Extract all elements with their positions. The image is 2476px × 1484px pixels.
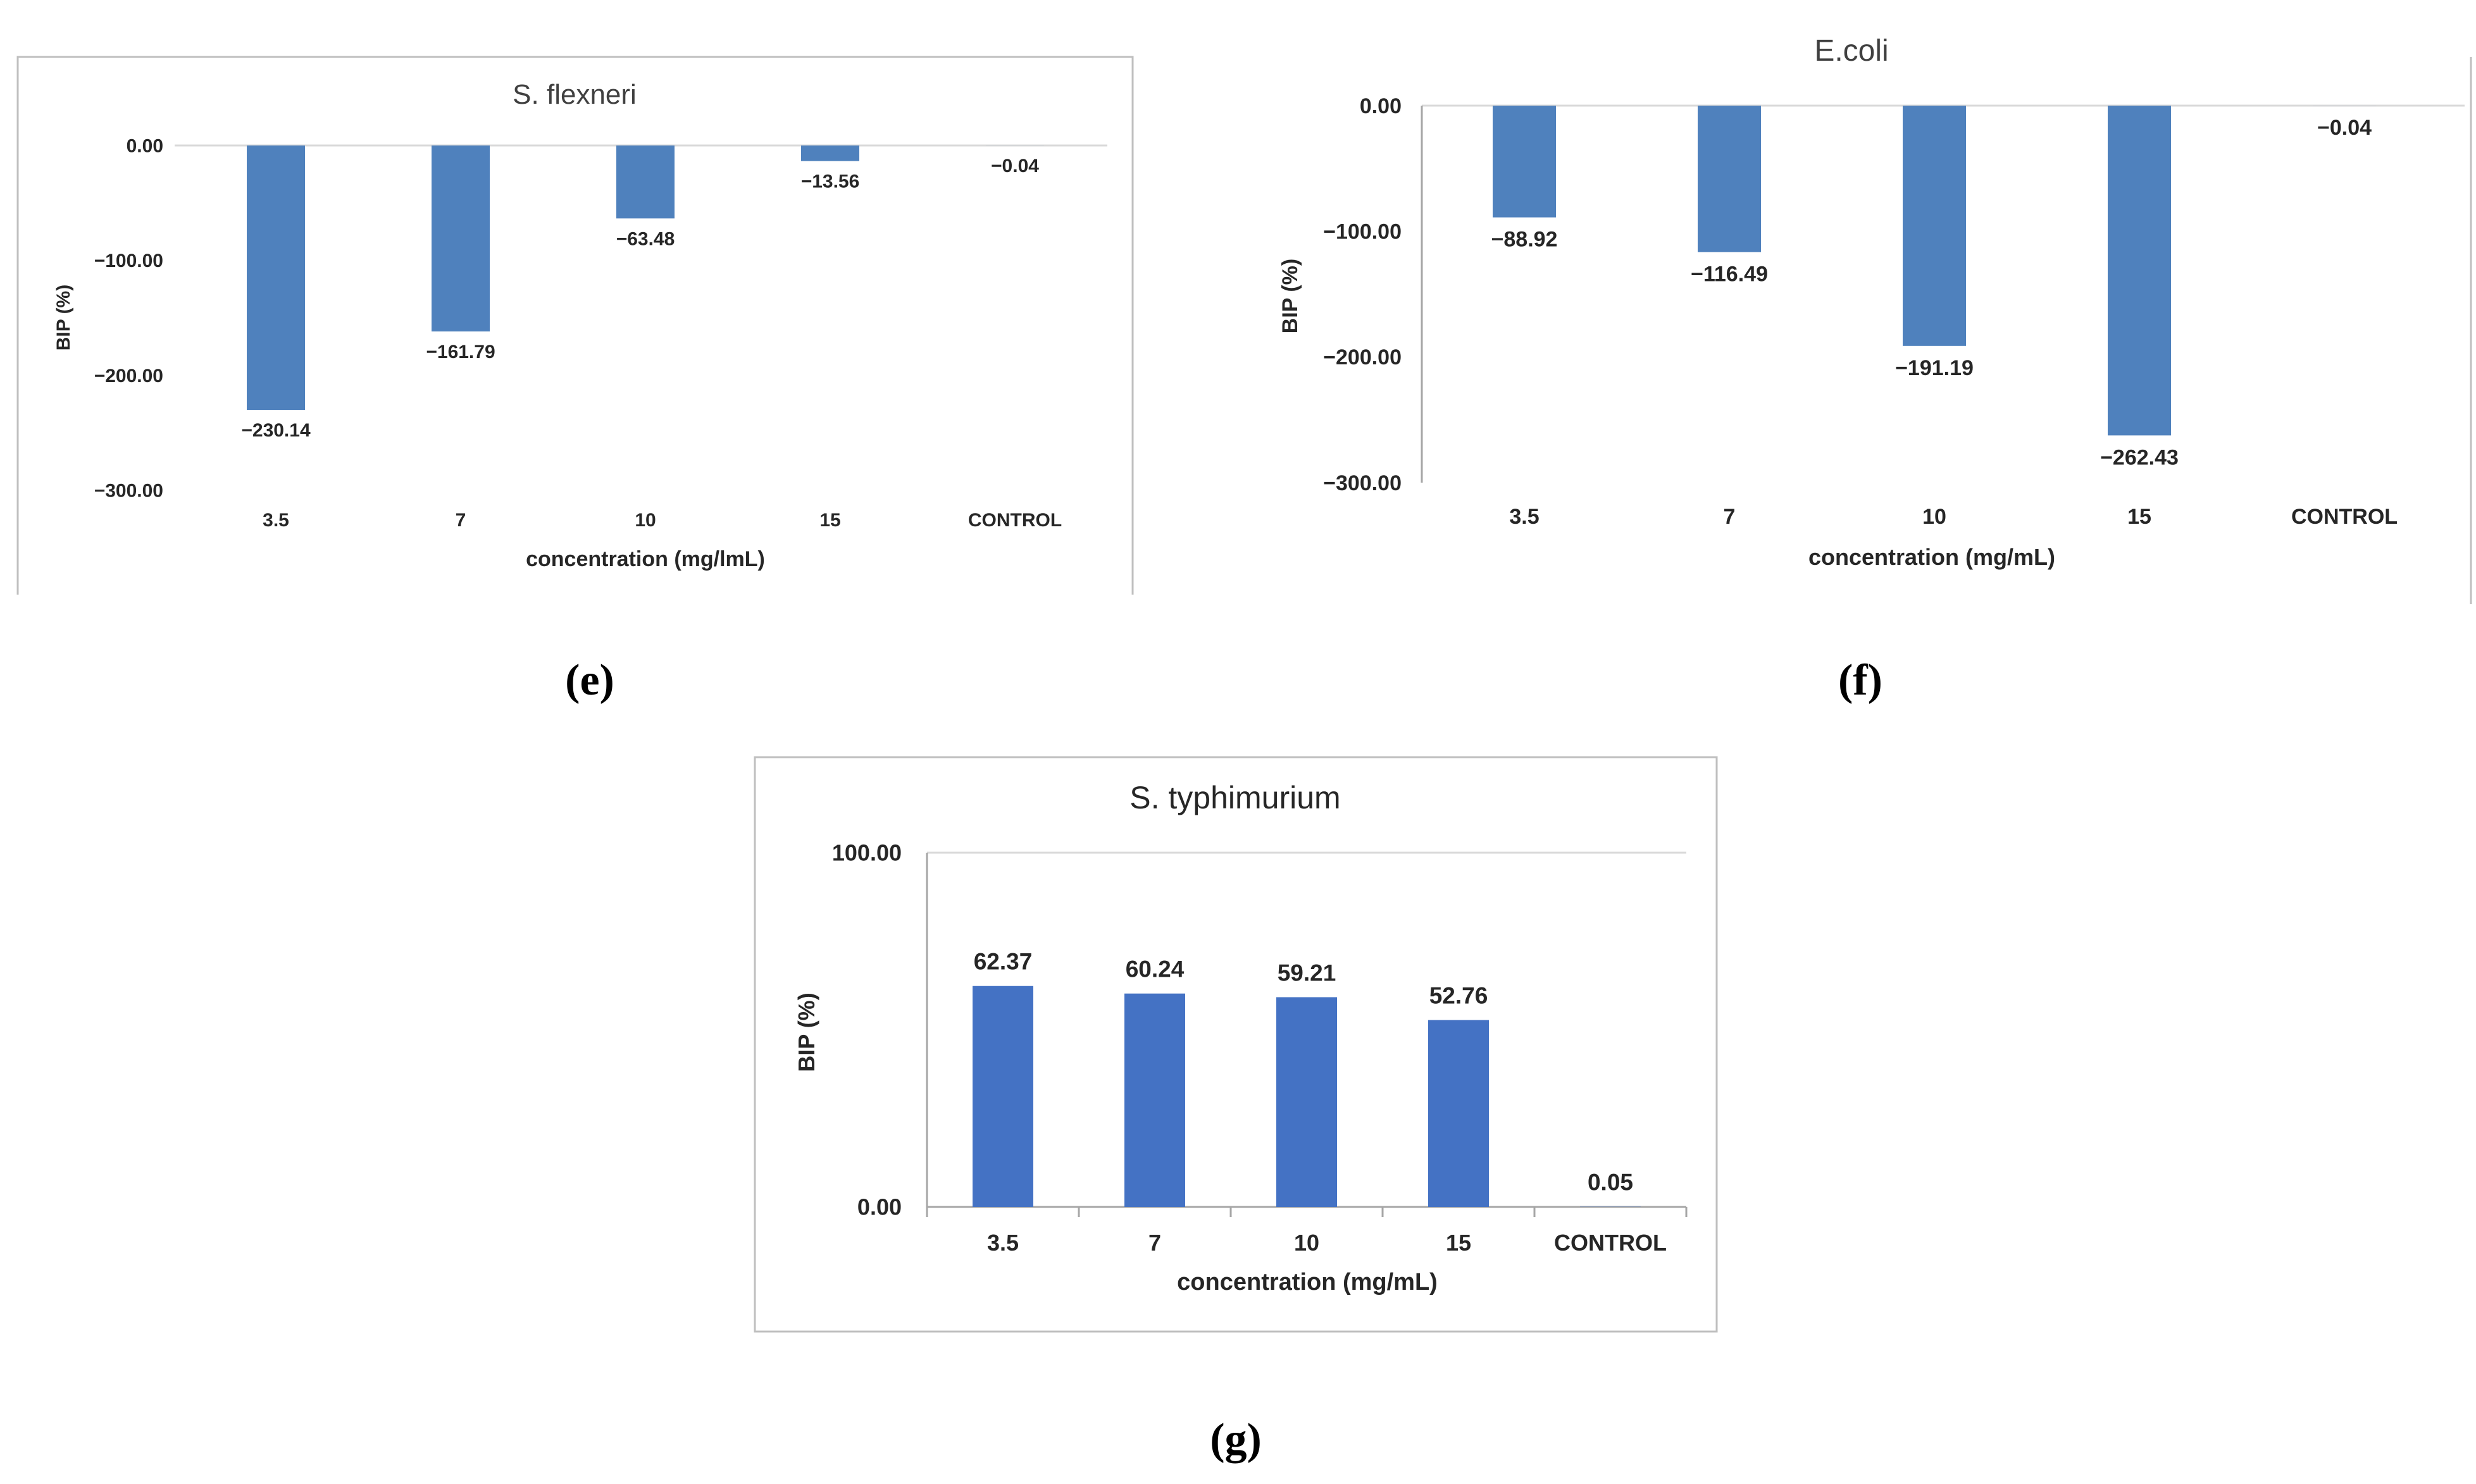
x-tick-label: 3.5: [263, 510, 289, 531]
y-axis-label: BIP (%): [1278, 259, 1302, 333]
x-tick-label: 15: [1446, 1230, 1471, 1256]
bar: [432, 145, 490, 331]
panel-f: E.coli BIP (%) concentration (mg/mL) (f)…: [1278, 34, 2472, 705]
plot-area-f: 0.00 −100.00 −200.00 −300.00 −88.92 3.5 −116.4…: [1323, 94, 2465, 529]
data-label: −161.79: [426, 342, 495, 362]
y-axis-label: BIP (%): [793, 992, 819, 1072]
data-label: 60.24: [1126, 956, 1185, 982]
plot-area-e: 0.00 −100.00 −200.00 −300.00 −230.14 3.5 −161.…: [94, 136, 1107, 531]
bar: [1428, 1020, 1489, 1207]
data-label: 62.37: [974, 949, 1033, 975]
data-label: −13.56: [801, 171, 860, 192]
y-tick-label: 100.00: [832, 840, 902, 866]
chart-title: E.coli: [1814, 34, 1888, 68]
x-tick-label: 15: [2127, 505, 2151, 529]
data-label: −230.14: [241, 420, 311, 441]
data-label: 0.05: [1588, 1170, 1633, 1196]
panel-e: S. flexneri BIP (%) concentration (mg/lm…: [16, 56, 1134, 705]
bar: [1698, 106, 1761, 252]
x-tick-label: CONTROL: [1554, 1230, 1667, 1256]
bar: [801, 145, 859, 161]
bar: [1903, 106, 1966, 346]
y-tick-label: −100.00: [94, 250, 163, 271]
panel-label-g: (g): [1210, 1415, 1262, 1464]
x-tick-label: 10: [1922, 505, 1946, 529]
x-tick-label: 10: [1294, 1230, 1319, 1256]
y-tick-label: −200.00: [94, 366, 163, 386]
bar: [1493, 106, 1556, 218]
plot-area-g: 0.00 100.00 62.37 3.5 60.24 7 59.21 10 52.76 15 0.…: [832, 840, 1688, 1256]
data-label: −88.92: [1491, 228, 1558, 252]
data-label: −0.04: [2317, 116, 2372, 140]
y-tick-label: 0.00: [127, 136, 163, 157]
bar: [247, 145, 305, 411]
x-tick-label: CONTROL: [2291, 505, 2398, 529]
bar: [1276, 997, 1337, 1207]
x-tick-label: 3.5: [1509, 505, 1539, 529]
x-tick-label: 10: [635, 510, 656, 531]
data-label: −191.19: [1895, 356, 1974, 380]
panel-label-f: (f): [1838, 656, 1882, 705]
bar: [616, 145, 675, 219]
x-tick-label: 3.5: [987, 1230, 1019, 1256]
data-label: −262.43: [2100, 445, 2179, 469]
y-tick-label: 0.00: [857, 1194, 902, 1220]
y-axis-label: BIP (%): [53, 285, 74, 350]
bar: [1124, 993, 1185, 1207]
y-tick-label: −100.00: [1323, 220, 1402, 244]
data-label: −0.04: [991, 156, 1039, 176]
data-label: 59.21: [1278, 960, 1336, 986]
y-tick-label: −200.00: [1323, 345, 1402, 369]
x-axis-label: concentration (mg/mL): [1808, 544, 2055, 570]
panel-g: S. typhimurium BIP (%) concentration (mg…: [754, 756, 1718, 1464]
x-tick-label: 7: [456, 510, 466, 531]
data-label: −63.48: [616, 228, 675, 249]
chart-title: S. typhimurium: [1129, 780, 1340, 815]
y-tick-label: 0.00: [1360, 94, 1402, 118]
chart-title: S. flexneri: [513, 79, 637, 110]
x-tick-label: CONTROL: [968, 510, 1062, 531]
y-tick-label: −300.00: [1323, 471, 1402, 495]
panel-g-frame: [754, 756, 1718, 1333]
x-tick-label: 15: [819, 510, 840, 531]
data-label: 52.76: [1429, 983, 1488, 1009]
data-label: −116.49: [1691, 262, 1768, 286]
panel-label-e: (e): [565, 656, 614, 705]
panel-e-frame: [16, 56, 1134, 595]
bar: [973, 986, 1033, 1207]
y-tick-label: −300.00: [94, 481, 163, 502]
x-axis-label: concentration (mg/lmL): [526, 547, 765, 571]
x-axis-label: concentration (mg/mL): [1177, 1269, 1438, 1295]
x-tick-label: 7: [1724, 505, 1736, 529]
x-tick-label: 7: [1148, 1230, 1161, 1256]
bar: [2108, 106, 2171, 436]
